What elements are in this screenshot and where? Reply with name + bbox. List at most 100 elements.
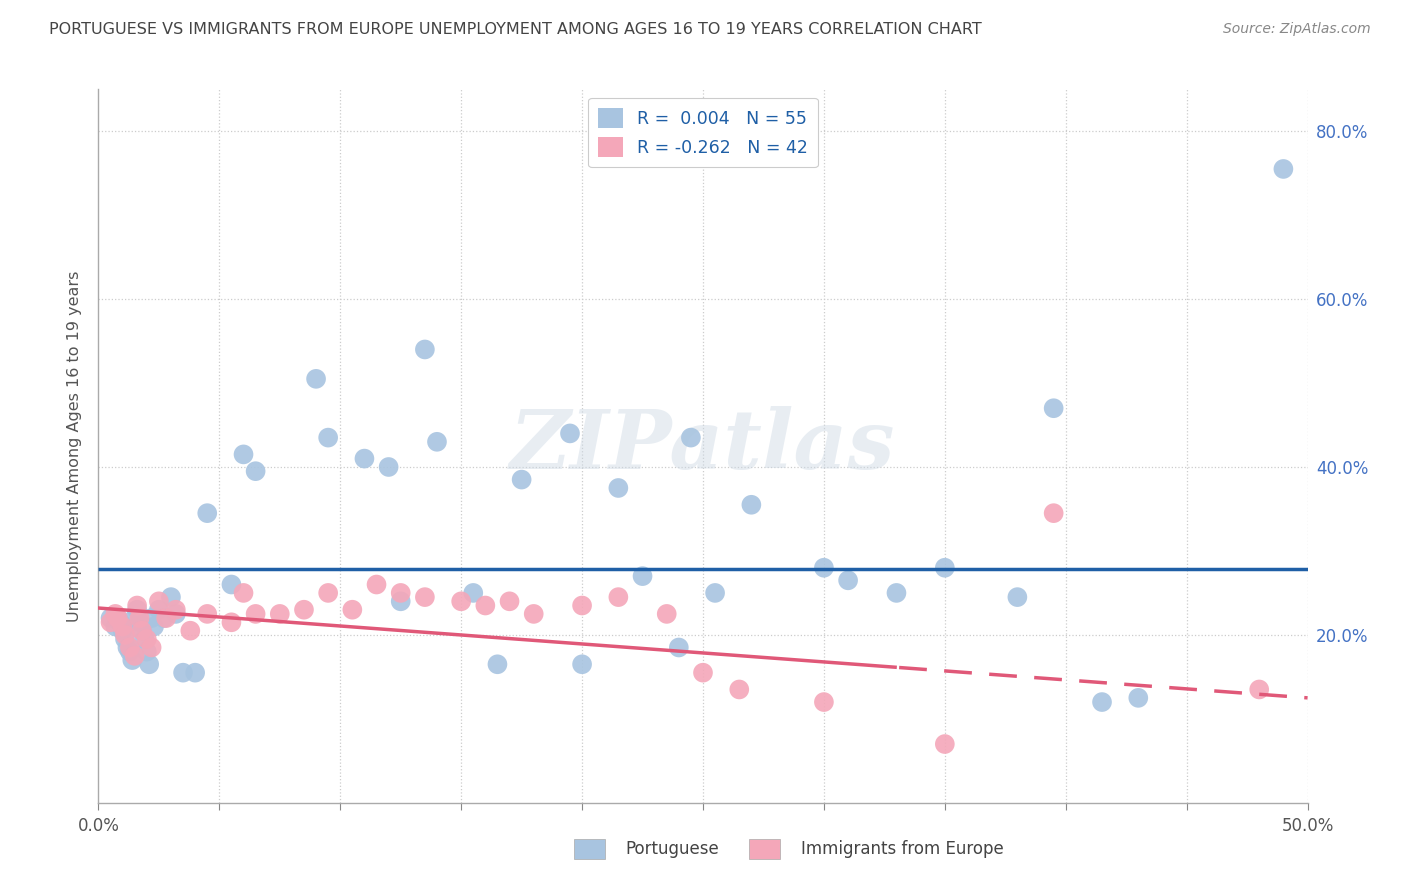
Point (135, 632, 157, 646)
Point (141, 611, 163, 625)
Point (316, 431, 339, 445)
Point (114, 632, 136, 646)
Point (221, 615, 243, 630)
Point (413, 590, 436, 604)
Point (292, 603, 315, 617)
Point (195, 607, 218, 621)
Text: Source: ZipAtlas.com: Source: ZipAtlas.com (1223, 22, 1371, 37)
Point (118, 645, 141, 659)
Point (128, 615, 150, 630)
Point (114, 628, 136, 642)
Point (813, 560, 835, 574)
Point (141, 640, 163, 655)
Point (728, 682, 751, 697)
Point (124, 611, 146, 625)
Point (143, 619, 166, 633)
Point (366, 577, 388, 591)
Point (1042, 506, 1064, 520)
Point (135, 645, 157, 659)
Point (655, 607, 678, 621)
Point (1042, 401, 1064, 416)
Point (1091, 695, 1114, 709)
Point (117, 640, 139, 655)
Point (571, 657, 593, 672)
Point (165, 607, 187, 621)
Point (679, 431, 702, 445)
Point (389, 594, 412, 608)
Point (232, 586, 254, 600)
Point (148, 603, 170, 617)
Point (104, 607, 127, 621)
Point (1272, 161, 1295, 176)
Point (704, 586, 727, 600)
Point (1007, 590, 1029, 604)
Point (184, 665, 207, 680)
Point (131, 624, 153, 638)
Point (127, 603, 149, 617)
Point (305, 372, 328, 386)
Point (179, 624, 201, 638)
Point (837, 574, 859, 588)
Point (886, 586, 908, 600)
Point (813, 695, 835, 709)
Point (160, 590, 183, 604)
Point (1128, 690, 1150, 705)
Point (138, 657, 160, 672)
Point (121, 653, 143, 667)
Point (740, 498, 762, 512)
Point (195, 506, 218, 520)
Point (152, 611, 174, 625)
Point (934, 560, 956, 574)
Point (668, 640, 690, 655)
Point (510, 473, 533, 487)
Point (450, 594, 472, 608)
Point (1249, 682, 1271, 697)
Point (172, 665, 194, 680)
Point (692, 665, 714, 680)
Point (571, 599, 593, 613)
Point (111, 619, 134, 633)
Point (118, 640, 141, 655)
Point (631, 569, 654, 583)
Point (128, 611, 150, 625)
Point (558, 426, 581, 441)
Point (124, 648, 146, 663)
Point (245, 607, 267, 621)
Point (523, 607, 546, 621)
Text: Immigrants from Europe: Immigrants from Europe (801, 840, 1004, 858)
Point (353, 451, 375, 466)
Point (245, 464, 267, 478)
Point (127, 599, 149, 613)
Point (104, 619, 127, 633)
Text: ZIPatlas: ZIPatlas (510, 406, 896, 486)
Point (155, 611, 177, 625)
Point (377, 460, 399, 475)
Point (232, 447, 254, 461)
Point (107, 611, 129, 625)
Y-axis label: Unemployment Among Ages 16 to 19 years: Unemployment Among Ages 16 to 19 years (67, 270, 83, 622)
Point (316, 586, 339, 600)
Point (486, 657, 509, 672)
Point (463, 586, 485, 600)
Point (108, 615, 131, 630)
Point (131, 624, 153, 638)
Point (148, 594, 170, 608)
Point (269, 607, 291, 621)
Point (498, 594, 520, 608)
Text: Portuguese: Portuguese (626, 840, 720, 858)
Point (134, 632, 156, 646)
Point (111, 624, 134, 638)
Point (221, 577, 243, 591)
Point (413, 343, 436, 357)
Point (100, 611, 122, 625)
Point (474, 599, 496, 613)
Point (607, 590, 630, 604)
Legend: R =  0.004   N = 55, R = -0.262   N = 42: R = 0.004 N = 55, R = -0.262 N = 42 (588, 98, 818, 168)
Point (107, 611, 129, 625)
Point (607, 481, 630, 495)
Point (342, 603, 364, 617)
Point (426, 434, 449, 449)
Text: PORTUGUESE VS IMMIGRANTS FROM EUROPE UNEMPLOYMENT AMONG AGES 16 TO 19 YEARS CORR: PORTUGUESE VS IMMIGRANTS FROM EUROPE UNE… (49, 22, 981, 37)
Point (100, 615, 122, 630)
Point (934, 737, 956, 751)
